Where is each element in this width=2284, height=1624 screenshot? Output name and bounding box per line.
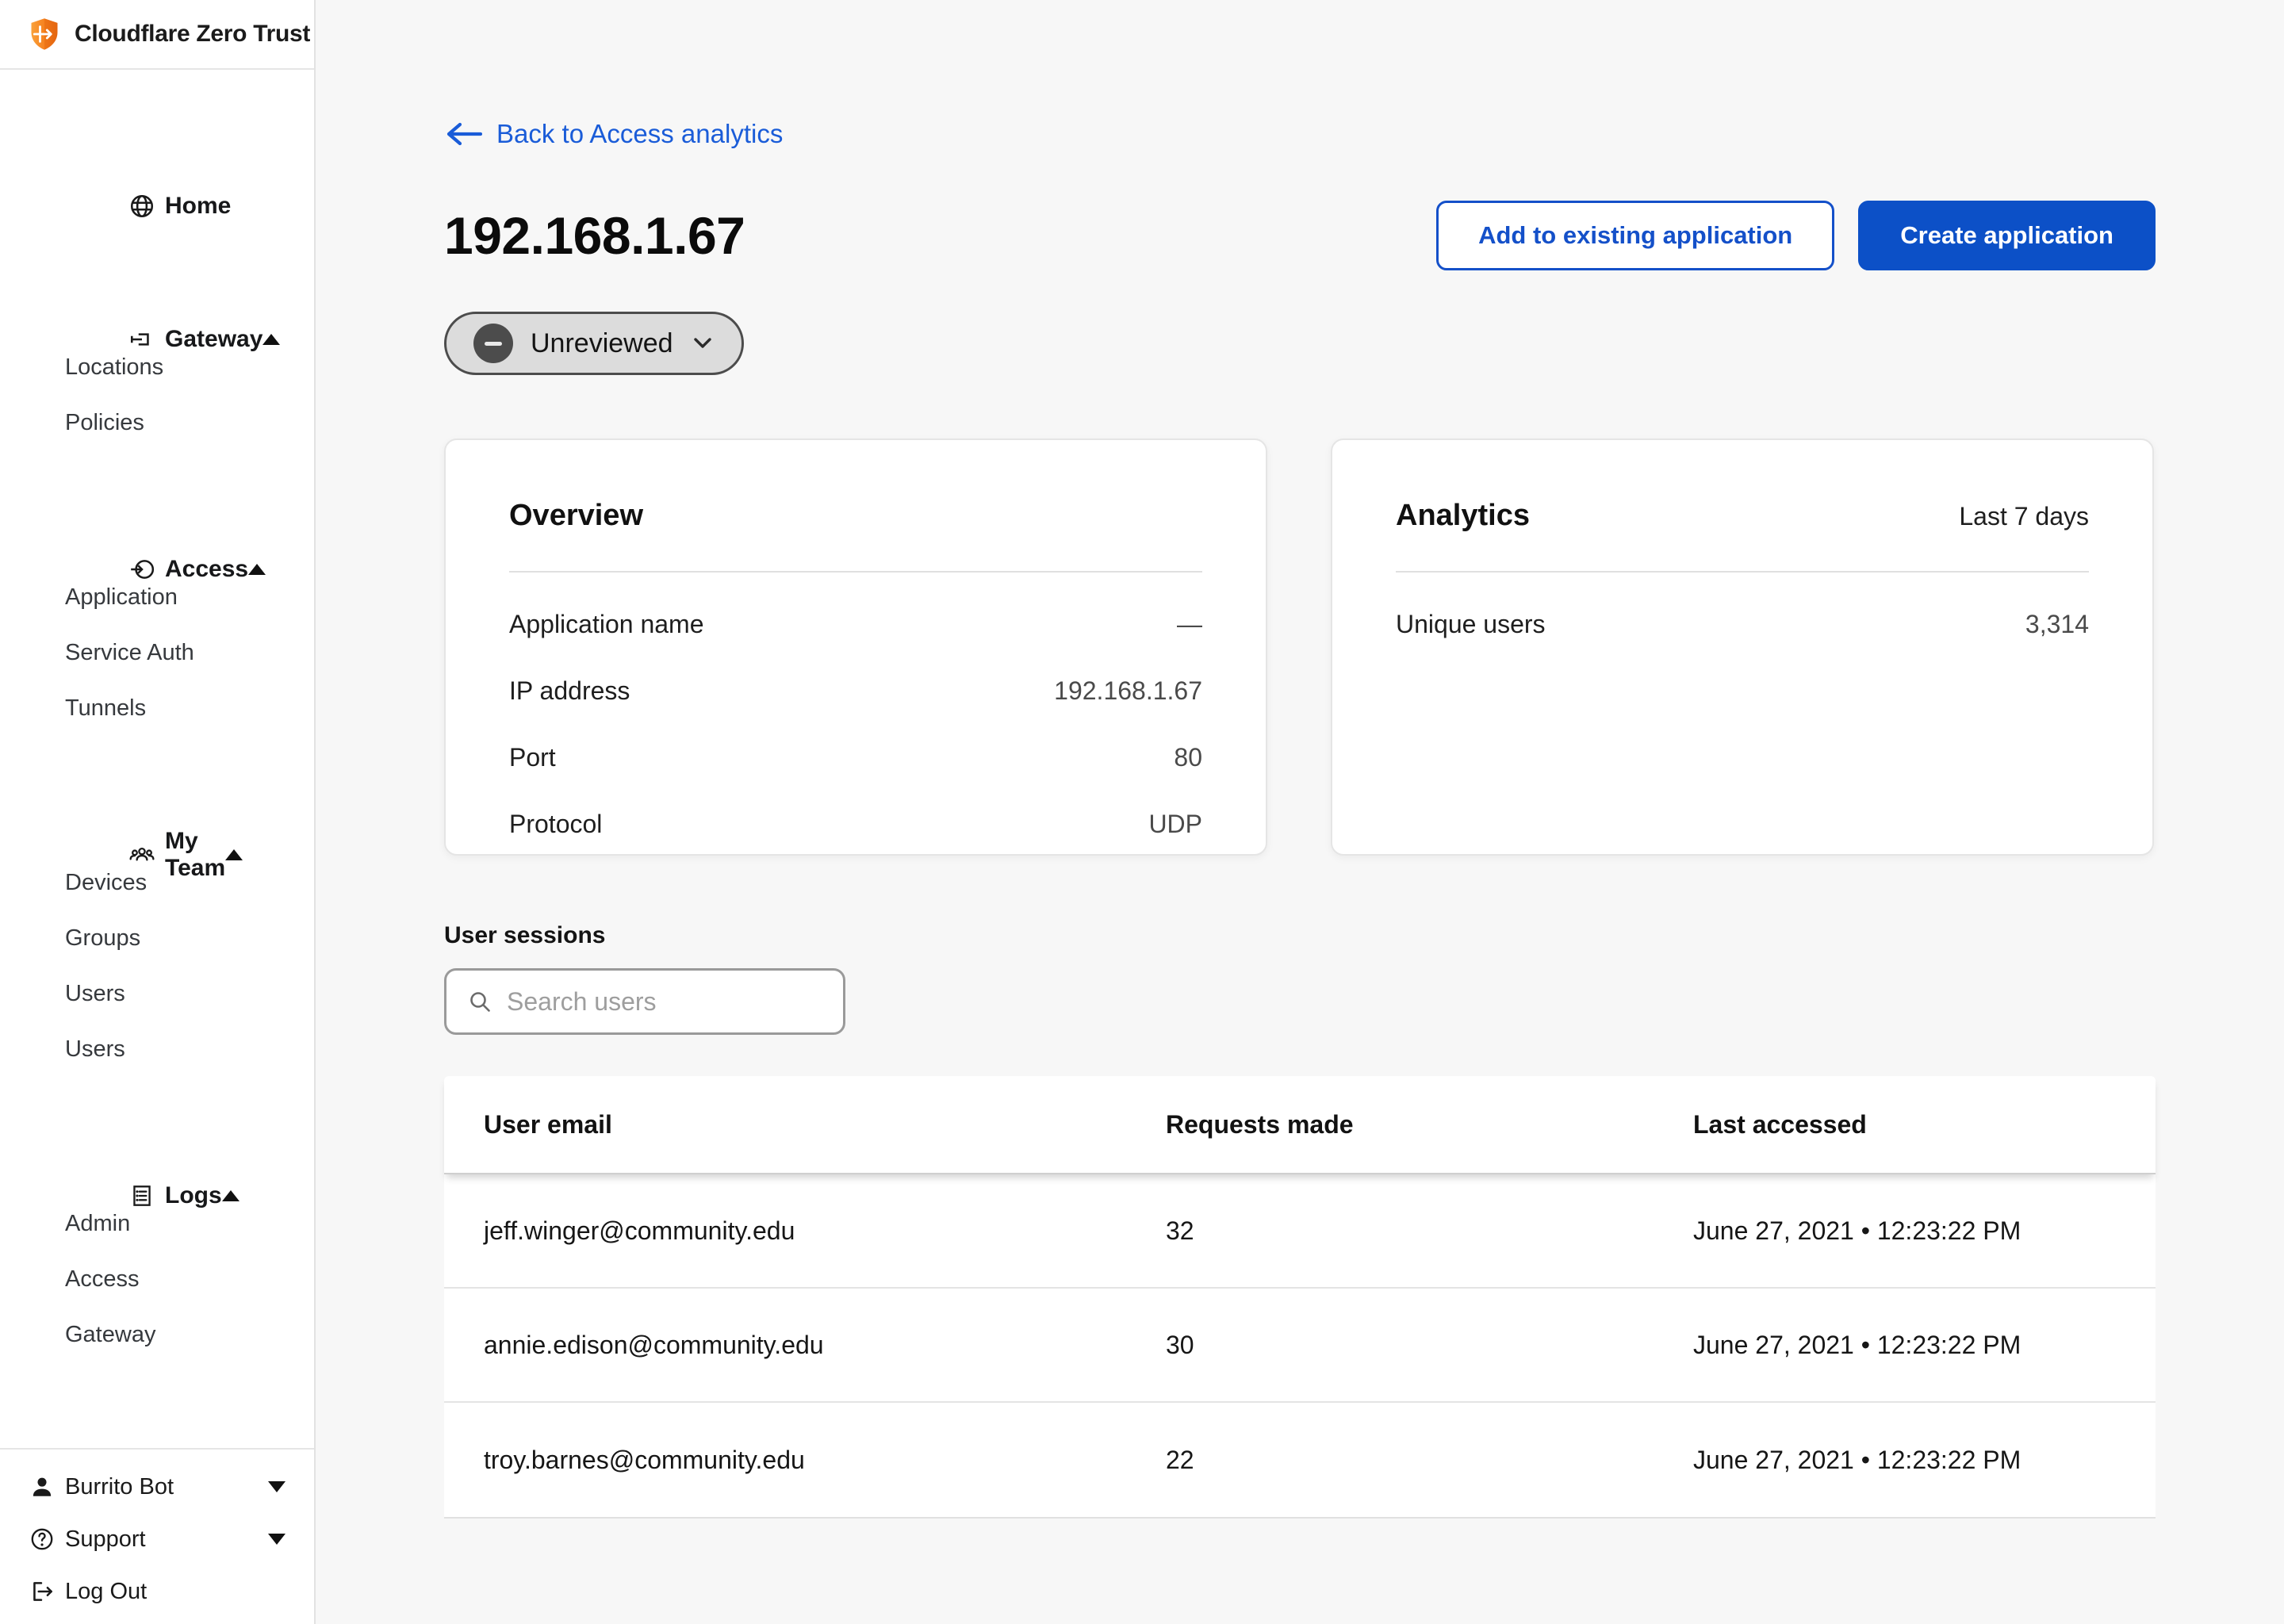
- page-title: 192.168.1.67: [444, 206, 745, 265]
- sidebar-item-logs-gateway[interactable]: Gateway: [65, 1321, 156, 1347]
- cell-last-accessed: June 27, 2021 • 12:23:22 PM: [1693, 1330, 2021, 1359]
- chevron-up-icon[interactable]: [263, 334, 281, 345]
- sidebar-item-policies[interactable]: Policies: [65, 409, 144, 435]
- main-content: Back to Access analytics 192.168.1.67 Ad…: [316, 0, 2284, 1624]
- search-users-box: [444, 968, 845, 1035]
- analytics-period-label: Last 7 days: [1959, 502, 2089, 530]
- sidebar-item-home[interactable]: Home: [0, 87, 314, 219]
- chevron-down-icon: [691, 335, 715, 352]
- analytics-card-title: Analytics: [1396, 499, 1530, 532]
- logs-icon: [128, 1182, 155, 1209]
- cell-requests-made: 30: [1166, 1330, 1194, 1359]
- column-header-last-accessed: Last accessed: [1693, 1109, 1867, 1139]
- chevron-up-icon[interactable]: [248, 564, 266, 575]
- back-arrow-icon: [444, 121, 482, 147]
- create-application-button[interactable]: Create application: [1858, 201, 2156, 270]
- overview-card: Overview Application name — IP address 1…: [444, 439, 1267, 856]
- table-body: jeff.winger@community.edu 32 June 27, 20…: [444, 1174, 2156, 1519]
- sidebar-item-logs[interactable]: Logs: [0, 1077, 314, 1208]
- sidebar: Cloudflare Zero Trust Home Gateway Locat…: [0, 0, 316, 1624]
- user-sessions-table: User email Requests made Last accessed j…: [444, 1076, 2156, 1519]
- cell-last-accessed: June 27, 2021 • 12:23:22 PM: [1693, 1216, 2021, 1245]
- chevron-up-icon[interactable]: [225, 849, 243, 860]
- sidebar-item-access[interactable]: Access: [0, 450, 314, 582]
- cell-last-accessed: June 27, 2021 • 12:23:22 PM: [1693, 1445, 2021, 1474]
- column-header-requests-made: Requests made: [1166, 1109, 1354, 1139]
- divider: [1396, 571, 2089, 573]
- support-menu[interactable]: Support: [0, 1513, 314, 1565]
- sidebar-item-service-auth[interactable]: Service Auth: [65, 639, 194, 665]
- cell-requests-made: 22: [1166, 1445, 1194, 1474]
- user-sessions-label: User sessions: [444, 922, 606, 948]
- sidebar-item-label: Home: [165, 193, 232, 219]
- cell-user-email: jeff.winger@community.edu: [484, 1216, 795, 1245]
- help-icon: [29, 1526, 56, 1553]
- sidebar-item-my-team[interactable]: My Team: [0, 736, 314, 881]
- sidebar-item-locations[interactable]: Locations: [65, 354, 164, 380]
- status-dropdown[interactable]: Unreviewed: [444, 312, 744, 375]
- table-row: jeff.winger@community.edu 32 June 27, 20…: [444, 1174, 2156, 1289]
- cell-requests-made: 32: [1166, 1216, 1194, 1245]
- user-icon: [29, 1473, 56, 1500]
- overview-card-title: Overview: [509, 499, 643, 532]
- sidebar-item-devices[interactable]: Devices: [65, 869, 148, 895]
- header-actions: Add to existing application Create appli…: [1436, 201, 2156, 270]
- overview-row-ip-address: IP address 192.168.1.67: [509, 676, 1202, 705]
- analytics-card: Analytics Last 7 days Unique users 3,314: [1331, 439, 2154, 856]
- sidebar-nav: Home Gateway Locations Policies: [0, 70, 314, 1624]
- minus-circle-icon: [473, 324, 513, 363]
- cell-user-email: annie.edison@community.edu: [484, 1330, 824, 1359]
- access-icon: [128, 556, 155, 583]
- sidebar-item-application[interactable]: Application: [65, 584, 178, 610]
- account-menu[interactable]: Burrito Bot: [0, 1461, 314, 1513]
- search-icon: [467, 989, 492, 1014]
- log-out-button[interactable]: Log Out: [0, 1565, 314, 1618]
- sidebar-item-users[interactable]: Users: [65, 980, 125, 1006]
- app-logo: Cloudflare Zero Trust: [0, 0, 314, 70]
- search-users-input[interactable]: [507, 986, 840, 1017]
- sidebar-item-gateway[interactable]: Gateway: [0, 220, 314, 352]
- add-to-existing-application-button[interactable]: Add to existing application: [1436, 201, 1835, 270]
- overview-row-protocol: Protocol UDP: [509, 810, 1202, 838]
- app-title: Cloudflare Zero Trust: [75, 21, 311, 47]
- sidebar-item-tunnels[interactable]: Tunnels: [65, 695, 147, 721]
- column-header-user-email: User email: [484, 1109, 612, 1139]
- team-icon: [128, 841, 155, 868]
- analytics-row-unique-users: Unique users 3,314: [1396, 610, 2089, 638]
- globe-icon: [128, 193, 155, 220]
- sidebar-item-label: Gateway: [165, 326, 263, 352]
- logout-icon: [29, 1578, 56, 1605]
- table-header-row: User email Requests made Last accessed: [444, 1076, 2156, 1174]
- cloudflare-shield-icon: [27, 17, 62, 52]
- table-row: troy.barnes@community.edu 22 June 27, 20…: [444, 1403, 2156, 1517]
- gateway-icon: [128, 326, 155, 353]
- sidebar-item-groups[interactable]: Groups: [65, 925, 141, 951]
- divider: [509, 571, 1202, 573]
- overview-row-port: Port 80: [509, 743, 1202, 772]
- sidebar-item-users-2[interactable]: Users: [65, 1036, 125, 1062]
- chevron-up-icon[interactable]: [221, 1190, 240, 1201]
- sidebar-item-logs-access[interactable]: Access: [65, 1266, 140, 1292]
- cell-user-email: troy.barnes@community.edu: [484, 1445, 805, 1474]
- status-label: Unreviewed: [531, 327, 673, 358]
- overview-row-application-name: Application name —: [509, 610, 1202, 638]
- back-to-access-analytics-link[interactable]: Back to Access analytics: [444, 119, 783, 149]
- table-row: annie.edison@community.edu 30 June 27, 2…: [444, 1289, 2156, 1403]
- sidebar-item-admin[interactable]: Admin: [65, 1210, 131, 1236]
- chevron-down-icon[interactable]: [268, 1481, 286, 1492]
- sidebar-footer: Burrito Bot Support Log Out: [0, 1448, 314, 1618]
- chevron-down-icon[interactable]: [268, 1534, 286, 1545]
